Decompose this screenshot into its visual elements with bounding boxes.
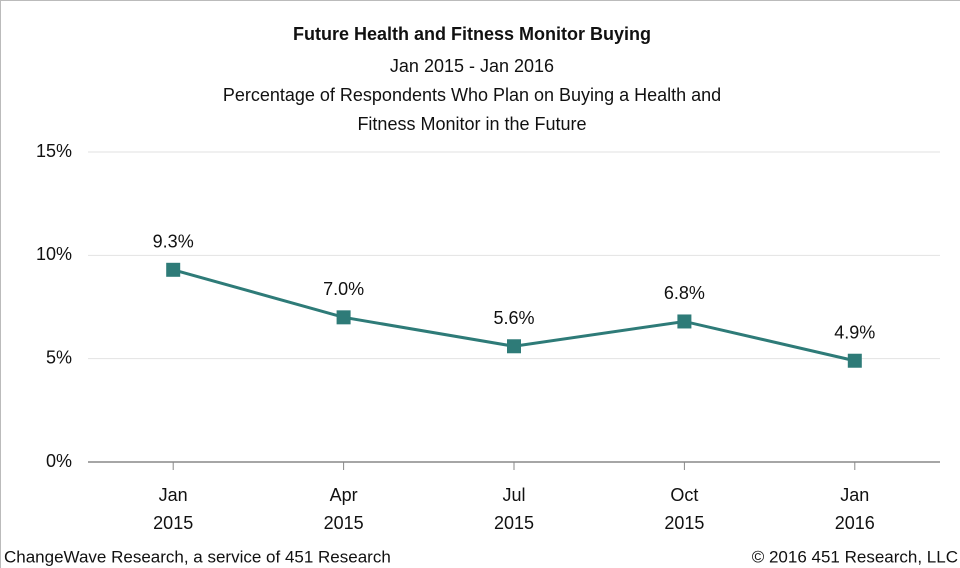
- x-tick-label: Apr 2015: [324, 485, 364, 533]
- data-label: 7.0%: [323, 279, 364, 299]
- data-label: 4.9%: [834, 322, 875, 342]
- y-tick-label: 15%: [36, 141, 72, 161]
- data-label: 5.6%: [493, 308, 534, 328]
- chart-description: Fitness Monitor in the Future: [357, 114, 586, 134]
- chart-title: Future Health and Fitness Monitor Buying: [293, 24, 651, 44]
- x-tick-label: Jul 2015: [494, 485, 534, 533]
- data-label: 9.3%: [153, 232, 194, 252]
- data-label: 6.8%: [664, 283, 705, 303]
- data-point: [847, 353, 862, 368]
- copyright-note: © 2016 451 Research, LLC: [752, 547, 958, 566]
- y-tick-label: 0%: [46, 451, 72, 471]
- source-note: ChangeWave Research, a service of 451 Re…: [4, 547, 391, 566]
- chart-description: Percentage of Respondents Who Plan on Bu…: [223, 85, 721, 105]
- x-tick-label: Oct 2015: [664, 485, 704, 533]
- x-tick-label: Jan 2016: [835, 485, 875, 533]
- y-tick-label: 5%: [46, 347, 72, 367]
- chart-subtitle: Jan 2015 - Jan 2016: [390, 56, 554, 76]
- data-point: [677, 314, 692, 329]
- x-tick-label: Jan 2015: [153, 485, 193, 533]
- data-point: [336, 310, 351, 325]
- data-point: [166, 262, 181, 277]
- data-point: [507, 339, 521, 354]
- y-tick-label: 10%: [36, 244, 72, 264]
